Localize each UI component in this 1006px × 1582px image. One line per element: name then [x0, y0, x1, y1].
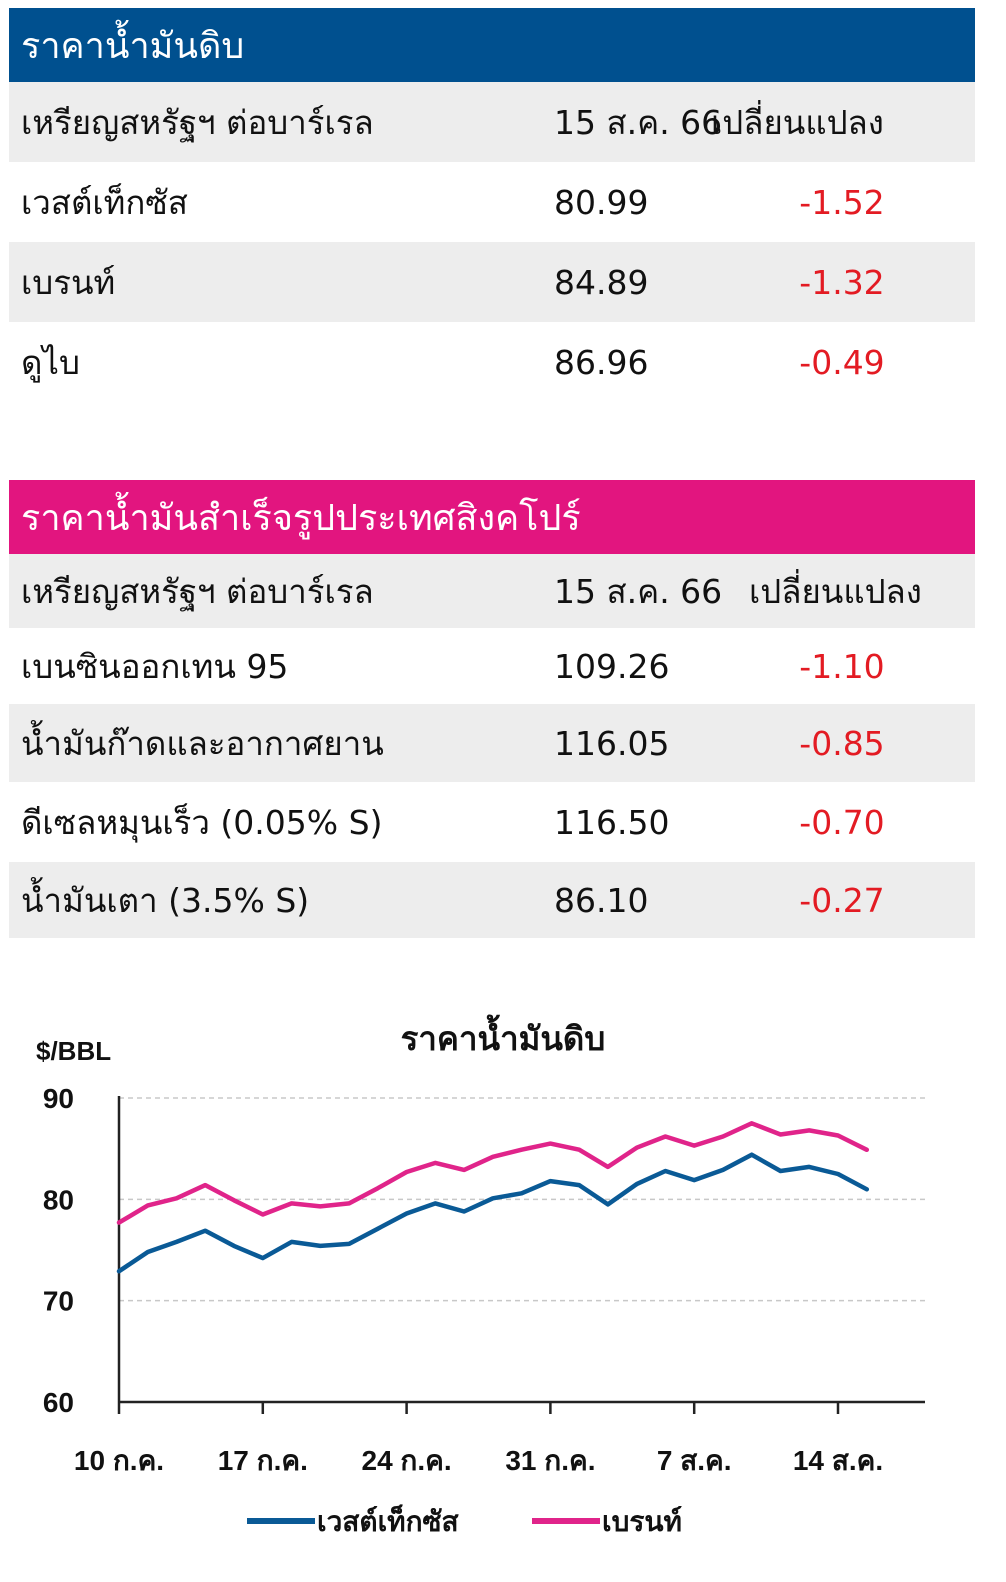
y-tick-label: 90: [43, 1083, 74, 1114]
change-header: เปลี่ยนแปลง: [711, 102, 884, 142]
product-name: เวสต์เท็กซัส: [21, 182, 188, 222]
legend-label: เบรนท์: [602, 1506, 682, 1537]
product-name: ดีเซลหมุนเร็ว (0.05% S): [21, 802, 383, 842]
price-value: 116.50: [554, 802, 670, 842]
table-row: ดีเซลหมุนเร็ว (0.05% S) 116.50 -0.70: [9, 782, 975, 862]
date-header: 15 ส.ค. 66: [554, 102, 723, 142]
price-value: 109.26: [554, 646, 670, 686]
product-name: เบรนท์: [21, 262, 116, 302]
price-change: -0.85: [799, 723, 885, 763]
x-tick-label: 24 ก.ค.: [362, 1445, 452, 1476]
product-name: น้ำมันก๊าดและอากาศยาน: [21, 723, 384, 763]
x-tick-label: 7 ส.ค.: [657, 1445, 732, 1476]
price-value: 84.89: [554, 262, 649, 302]
y-tick-label: 60: [43, 1387, 74, 1418]
x-tick-label: 10 ก.ค.: [74, 1445, 164, 1476]
series-line-wti: [116, 1152, 870, 1274]
unit-label: เหรียญสหรัฐฯ ต่อบาร์เรล: [21, 571, 374, 611]
table-row: เบนซินออกเทน 95 109.26 -1.10: [9, 628, 975, 704]
singapore-table-title: ราคาน้ำมันสำเร็จรูปประเทศสิงคโปร์: [9, 480, 975, 554]
price-change: -0.27: [799, 880, 885, 920]
y-tick-label: 70: [43, 1286, 74, 1317]
product-name: เบนซินออกเทน 95: [21, 646, 289, 686]
x-tick-label: 17 ก.ค.: [218, 1445, 308, 1476]
x-tick-label: 31 ก.ค.: [505, 1445, 595, 1476]
price-change: -1.52: [799, 182, 885, 222]
table-row: ดูไบ 86.96 -0.49: [9, 322, 975, 402]
table-row: น้ำมันก๊าดและอากาศยาน 116.05 -0.85: [9, 704, 975, 782]
price-change: -0.70: [799, 802, 885, 842]
table-row: เบรนท์ 84.89 -1.32: [9, 242, 975, 322]
price-value: 86.10: [554, 880, 649, 920]
price-value: 80.99: [554, 182, 649, 222]
product-name: น้ำมันเตา (3.5% S): [21, 880, 310, 920]
product-name: ดูไบ: [21, 342, 80, 382]
price-value: 116.05: [554, 723, 670, 763]
table-row: น้ำมันเตา (3.5% S) 86.10 -0.27: [9, 862, 975, 938]
x-tick-label: 14 ส.ค.: [793, 1445, 883, 1476]
price-change: -1.32: [799, 262, 885, 302]
table-row: เวสต์เท็กซัส 80.99 -1.52: [9, 162, 975, 242]
change-header: เปลี่ยนแปลง: [749, 571, 922, 611]
chart-title: ราคาน้ำมันดิบ: [400, 1019, 606, 1058]
crude-price-table: ราคาน้ำมันดิบ เหรียญสหรัฐฯ ต่อบาร์เรล 15…: [9, 8, 975, 402]
price-change: -1.10: [799, 646, 885, 686]
singapore-table-header: เหรียญสหรัฐฯ ต่อบาร์เรล 15 ส.ค. 66 เปลี่…: [9, 554, 975, 628]
series-line-brent: [116, 1121, 870, 1225]
legend-label: เวสต์เท็กซัส: [317, 1504, 460, 1537]
crude-table-header: เหรียญสหรัฐฯ ต่อบาร์เรล 15 ส.ค. 66 เปลี่…: [9, 82, 975, 162]
price-value: 86.96: [554, 342, 649, 382]
singapore-price-table: ราคาน้ำมันสำเร็จรูปประเทศสิงคโปร์ เหรียญ…: [9, 480, 975, 938]
price-change: -0.49: [799, 342, 885, 382]
y-tick-label: 80: [43, 1184, 74, 1215]
date-header: 15 ส.ค. 66: [554, 571, 723, 611]
crude-table-title: ราคาน้ำมันดิบ: [9, 8, 975, 82]
unit-label: เหรียญสหรัฐฯ ต่อบาร์เรล: [21, 102, 374, 142]
